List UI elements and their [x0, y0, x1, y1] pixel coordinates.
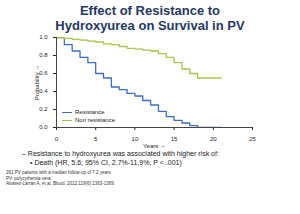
html-text:– Resistance to hydroxyurea wa: – Resistance to hydroxyurea was associat…	[22, 150, 219, 157]
svg-text:10: 10	[132, 136, 139, 142]
html-text:PV: polycythemia vera: PV: polycythemia vera	[6, 175, 51, 181]
svg-text:Probability →: Probability →	[34, 65, 40, 101]
html-text:• Death (HR, 5.6; 95% CI, 2.7%: • Death (HR, 5.6; 95% CI, 2.7%-11.9%; P …	[30, 159, 182, 166]
svg-text:0.8: 0.8	[39, 52, 48, 58]
svg-text:0.2: 0.2	[39, 106, 48, 112]
html-text:Non resistance: Non resistance	[75, 117, 115, 123]
svg-text:0.6: 0.6	[39, 70, 48, 76]
svg-text:1.0: 1.0	[39, 34, 48, 40]
html-text:Effect of Resistance to Hydrox: Effect of Resistance to Hydroxyurea on S…	[55, 3, 245, 33]
html-text:Resistance: Resistance	[75, 109, 105, 115]
html-text:261 PV patients with a median: 261 PV patients with a median follow-up …	[6, 170, 111, 175]
svg-text:0.0: 0.0	[39, 124, 48, 130]
svg-text:25: 25	[249, 136, 256, 142]
svg-text:0: 0	[55, 136, 59, 142]
html-text:Alvarez-Larrán A, et al. Blood: Alvarez-Larrán A, et al. Blood. 2012;119…	[6, 181, 115, 186]
svg-text:0.4: 0.4	[39, 88, 48, 94]
svg-text:15: 15	[171, 136, 178, 142]
svg-text:5: 5	[94, 136, 98, 142]
svg-text:Years →: Years →	[143, 143, 166, 149]
svg-text:20: 20	[210, 136, 217, 142]
